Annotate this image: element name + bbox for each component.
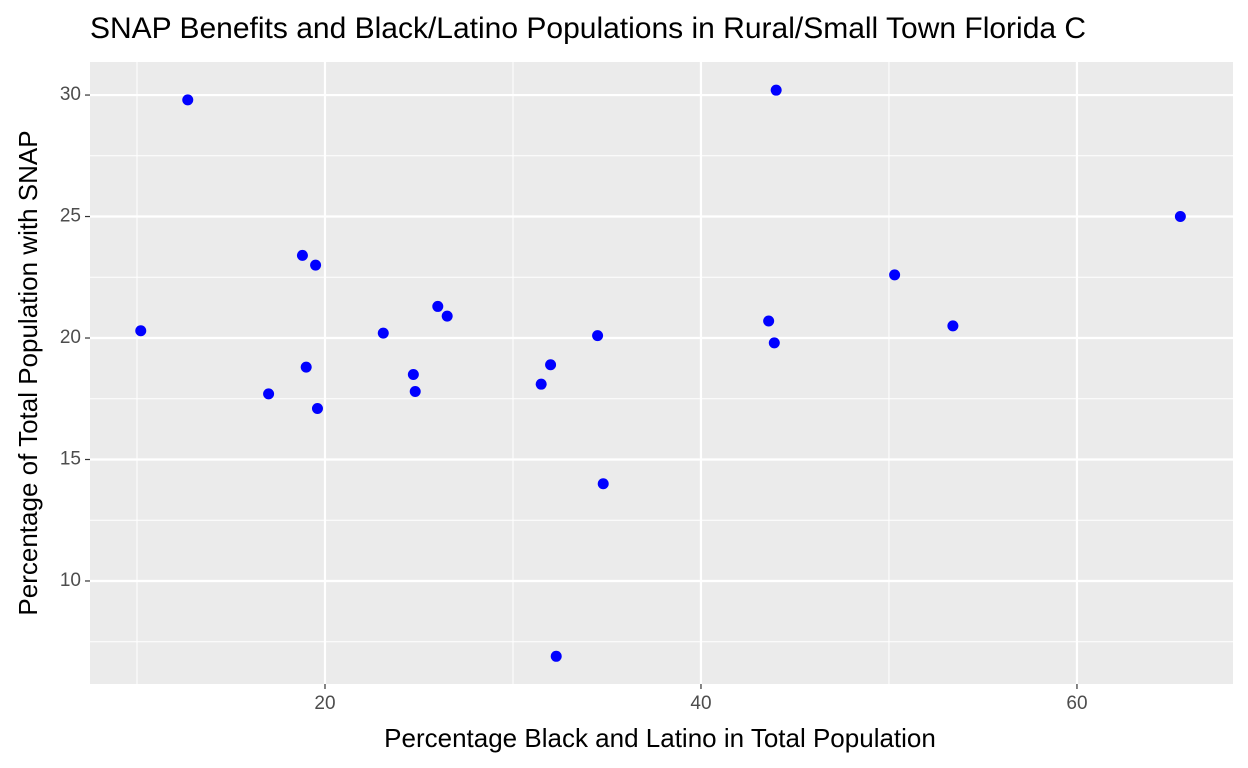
x-tick-label: 60 xyxy=(1066,693,1087,714)
y-axis-label: Percentage of Total Population with SNAP xyxy=(13,130,43,615)
y-tick-label: 20 xyxy=(60,327,81,348)
point xyxy=(441,310,453,322)
y-tick-label: 25 xyxy=(60,206,81,227)
chart-title: SNAP Benefits and Black/Latino Populatio… xyxy=(90,12,1086,45)
point xyxy=(597,478,609,490)
point xyxy=(763,315,775,327)
point xyxy=(545,359,557,371)
x-tick-label: 20 xyxy=(314,693,335,714)
point xyxy=(592,330,604,342)
point xyxy=(407,368,419,380)
point xyxy=(550,650,562,662)
y-tick-label: 15 xyxy=(60,449,81,470)
point xyxy=(377,327,389,339)
point xyxy=(263,388,275,400)
x-tick-label: 40 xyxy=(690,693,711,714)
point xyxy=(947,320,959,332)
y-tick-label: 30 xyxy=(60,84,81,105)
point xyxy=(182,94,194,106)
point xyxy=(300,361,312,373)
point xyxy=(770,84,782,96)
point xyxy=(768,337,780,349)
point xyxy=(889,269,901,281)
point xyxy=(409,385,421,397)
point xyxy=(535,378,547,390)
point xyxy=(432,300,444,312)
point xyxy=(1174,211,1186,223)
point xyxy=(296,249,308,261)
x-axis-label: Percentage Black and Latino in Total Pop… xyxy=(384,723,936,753)
point xyxy=(135,325,147,337)
y-tick-label: 10 xyxy=(60,570,81,591)
point xyxy=(310,259,322,271)
point xyxy=(311,402,323,414)
